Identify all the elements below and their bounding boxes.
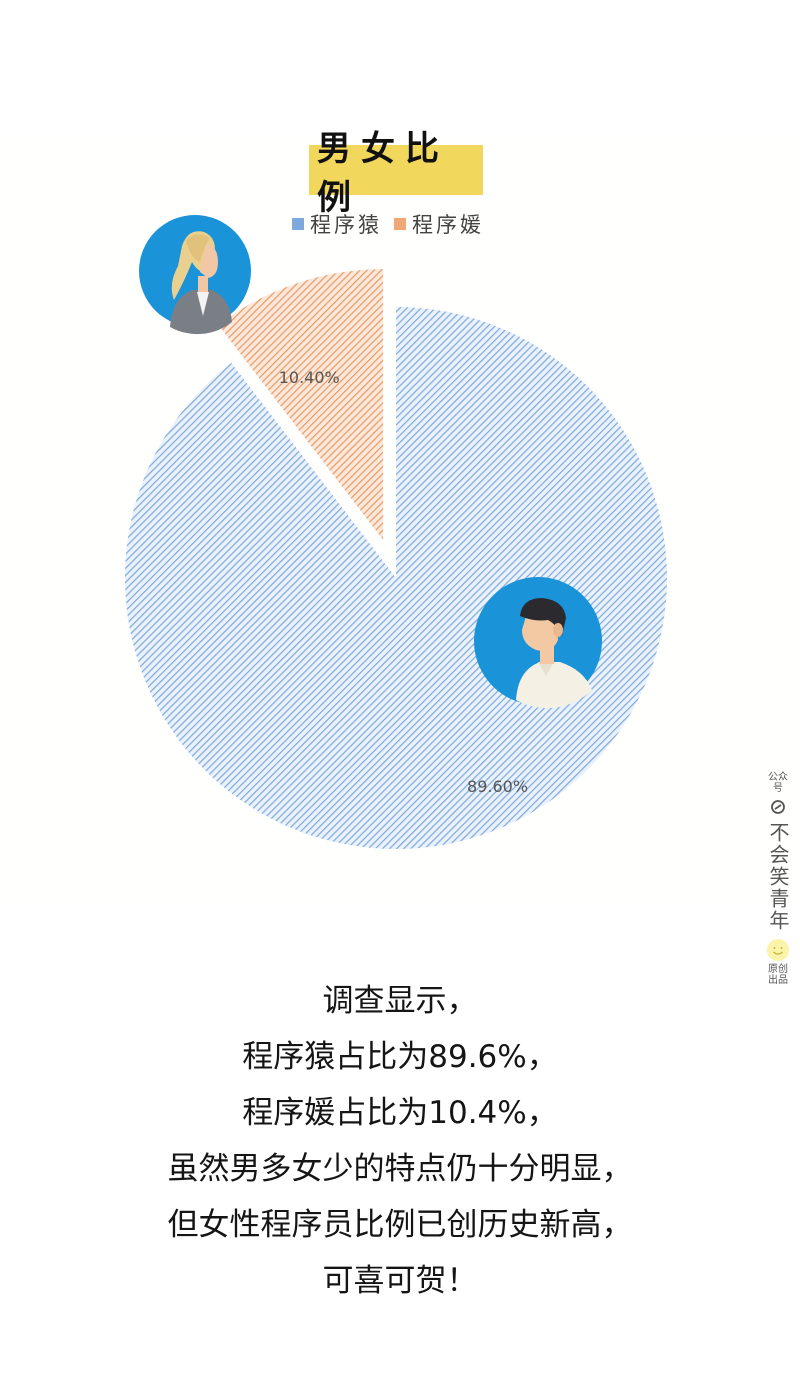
slice-data-label: 89.60% bbox=[467, 777, 528, 796]
caption-line: 虽然男多女少的特点仍十分明显， bbox=[167, 1151, 633, 1187]
male-programmer-avatar-icon bbox=[474, 577, 602, 709]
legend-swatch-female bbox=[394, 218, 406, 230]
watermark-bottom-label: 原创出品 bbox=[768, 964, 788, 986]
chart-title: 男女比例 bbox=[317, 129, 449, 218]
watermark-name: 不会笑青年 bbox=[766, 822, 790, 932]
account-logo-icon bbox=[771, 800, 785, 814]
legend-swatch-male bbox=[292, 218, 304, 230]
chart-title-box: 男女比例 bbox=[309, 129, 483, 218]
caption-text: 调查显示， 程序猿占比为89.6%， 程序媛占比为10.4%， 虽然男多女少的特… bbox=[0, 973, 800, 1309]
slice-data-label: 10.40% bbox=[279, 368, 340, 387]
legend-label-male: 程序猿 bbox=[310, 213, 382, 237]
smiley-icon bbox=[767, 939, 789, 961]
chart-legend: 程序猿 程序媛 bbox=[292, 208, 484, 240]
female-programmer-avatar-icon bbox=[139, 215, 251, 335]
caption-line: 程序猿占比为89.6%， bbox=[242, 1039, 558, 1075]
caption-line: 程序媛占比为10.4%， bbox=[242, 1095, 558, 1131]
caption-line: 但女性程序员比例已创历史新高， bbox=[167, 1207, 633, 1243]
pie-slice-female[interactable] bbox=[218, 269, 384, 541]
caption-line: 调查显示， bbox=[322, 983, 478, 1019]
legend-item-male[interactable]: 程序猿 bbox=[292, 209, 382, 239]
watermark-top-label: 公众号 bbox=[768, 772, 788, 794]
legend-item-female[interactable]: 程序媛 bbox=[394, 209, 484, 239]
legend-label-female: 程序媛 bbox=[412, 213, 484, 237]
pie-slice-male[interactable] bbox=[125, 307, 668, 849]
caption-line: 可喜可贺！ bbox=[322, 1263, 478, 1299]
account-watermark: 公众号 不会笑青年 原创出品 bbox=[762, 772, 794, 986]
